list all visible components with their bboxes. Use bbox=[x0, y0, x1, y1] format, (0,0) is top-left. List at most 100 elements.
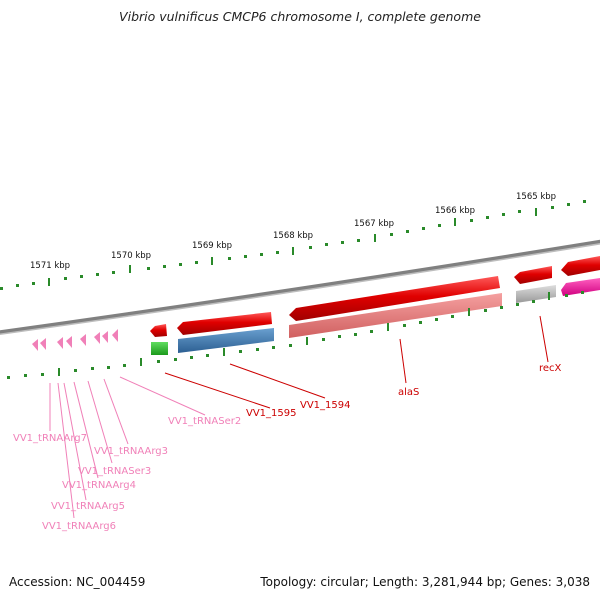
trna-arrow bbox=[112, 329, 118, 342]
tick-dot bbox=[74, 369, 77, 372]
genome-backbone bbox=[0, 239, 600, 335]
tick-dot bbox=[565, 294, 568, 297]
gene-label-tRNAArg4: VV1_tRNAArg4 bbox=[62, 480, 136, 491]
major-tick bbox=[548, 292, 550, 300]
gene-label-recX: recX bbox=[539, 363, 562, 374]
tick-dot bbox=[309, 246, 312, 249]
gene-label-tRNAArg5: VV1_tRNAArg5 bbox=[51, 501, 125, 512]
lower-feature-row bbox=[151, 278, 600, 355]
gene-labels: recX alaS VV1_1594 VV1_1595 VV1_tRNASer2… bbox=[13, 363, 562, 532]
tick-dot bbox=[24, 374, 27, 377]
tick-dot bbox=[438, 224, 441, 227]
tick-dot bbox=[64, 277, 67, 280]
trna-arrow bbox=[102, 331, 108, 343]
gene-label-tRNASer3: VV1_tRNASer3 bbox=[78, 466, 151, 477]
tick-dot bbox=[256, 348, 259, 351]
trna-arrow bbox=[80, 334, 86, 346]
tick-dot bbox=[272, 346, 275, 349]
trna-arrows bbox=[32, 329, 118, 351]
tick-dot bbox=[276, 251, 279, 254]
tick-dot bbox=[518, 210, 521, 213]
cds-arrow-vv1-1595 bbox=[177, 312, 272, 335]
trna-arrow bbox=[94, 332, 100, 344]
scale-label: 1568 kbp bbox=[273, 231, 313, 241]
tick-dot bbox=[206, 354, 209, 357]
scale-label: 1569 kbp bbox=[192, 241, 232, 251]
tick-dot bbox=[91, 367, 94, 370]
tick-dot bbox=[357, 239, 360, 242]
tick-dot bbox=[96, 273, 99, 276]
leader-line-tRNAArg4 bbox=[73, 381, 99, 479]
tick-dot bbox=[422, 227, 425, 230]
leader-line-tRNAArg6 bbox=[57, 382, 75, 519]
trna-arrow bbox=[32, 339, 38, 351]
cds-arrow-alaS bbox=[289, 276, 500, 321]
tick-dot bbox=[0, 287, 3, 290]
scale-label: 1566 kbp bbox=[435, 206, 475, 216]
tick-dot bbox=[32, 282, 35, 285]
tick-dot bbox=[260, 253, 263, 256]
gene-label-vv1-1594: VV1_1594 bbox=[300, 400, 351, 411]
pink-leader-lines bbox=[49, 376, 206, 519]
major-tick bbox=[374, 234, 376, 242]
major-tick bbox=[306, 337, 308, 345]
scale-label: 1571 kbp bbox=[30, 261, 70, 271]
tick-dot bbox=[228, 257, 231, 260]
tick-dot bbox=[500, 306, 503, 309]
major-tick bbox=[129, 265, 131, 273]
tick-dot bbox=[174, 358, 177, 361]
major-tick bbox=[223, 348, 225, 356]
tick-dot bbox=[403, 324, 406, 327]
tick-dot bbox=[147, 267, 150, 270]
blue-feature-vv1-1594 bbox=[178, 328, 274, 353]
gene-label-alaS: alaS bbox=[398, 387, 419, 398]
tick-dot bbox=[239, 350, 242, 353]
tick-dot bbox=[419, 321, 422, 324]
tick-dot bbox=[516, 303, 519, 306]
tick-dot bbox=[325, 243, 328, 246]
tick-dot bbox=[341, 241, 344, 244]
outer-tick-track bbox=[0, 200, 586, 290]
cds-arrow bbox=[150, 324, 167, 337]
tick-dot bbox=[390, 233, 393, 236]
tick-dot bbox=[551, 206, 554, 209]
gene-label-tRNAArg7: VV1_tRNAArg7 bbox=[13, 433, 87, 444]
gray-feature bbox=[516, 285, 556, 303]
genome-summary-text: Topology: circular; Length: 3,281,944 bp… bbox=[260, 575, 590, 589]
red-leader-lines bbox=[164, 315, 549, 409]
tick-dot bbox=[338, 335, 341, 338]
major-tick bbox=[454, 218, 456, 226]
scale-label: 1570 kbp bbox=[111, 251, 151, 261]
tick-dot bbox=[244, 255, 247, 258]
leader-line-tRNAArg3 bbox=[103, 378, 129, 445]
magenta-feature bbox=[561, 278, 600, 296]
tick-dot bbox=[107, 366, 110, 369]
tick-dot bbox=[41, 373, 44, 376]
leader-line-vv1-1595 bbox=[164, 372, 271, 409]
tick-dot bbox=[484, 309, 487, 312]
gene-label-tRNAArg3: VV1_tRNAArg3 bbox=[94, 446, 168, 457]
scale-label: 1567 kbp bbox=[354, 219, 394, 229]
major-tick bbox=[387, 323, 389, 331]
major-tick bbox=[48, 278, 50, 286]
leader-line-tRNASer3 bbox=[87, 380, 113, 464]
tick-dot bbox=[157, 360, 160, 363]
tick-dot bbox=[16, 284, 19, 287]
tick-dot bbox=[406, 230, 409, 233]
major-tick bbox=[58, 368, 60, 376]
tick-dot bbox=[354, 333, 357, 336]
tick-dot bbox=[80, 275, 83, 278]
tick-dot bbox=[451, 315, 454, 318]
major-tick bbox=[211, 257, 213, 265]
major-tick bbox=[292, 247, 294, 255]
tick-dot bbox=[581, 291, 584, 294]
leader-line-tRNAArg5 bbox=[63, 382, 87, 501]
leader-line-tRNASer2 bbox=[119, 376, 206, 416]
trna-arrow bbox=[57, 337, 63, 349]
gene-label-tRNASer2: VV1_tRNASer2 bbox=[168, 416, 241, 427]
tick-dot bbox=[583, 200, 586, 203]
tick-dot bbox=[470, 219, 473, 222]
major-tick bbox=[535, 208, 537, 216]
gene-label-tRNAArg6: VV1_tRNAArg6 bbox=[42, 521, 116, 532]
